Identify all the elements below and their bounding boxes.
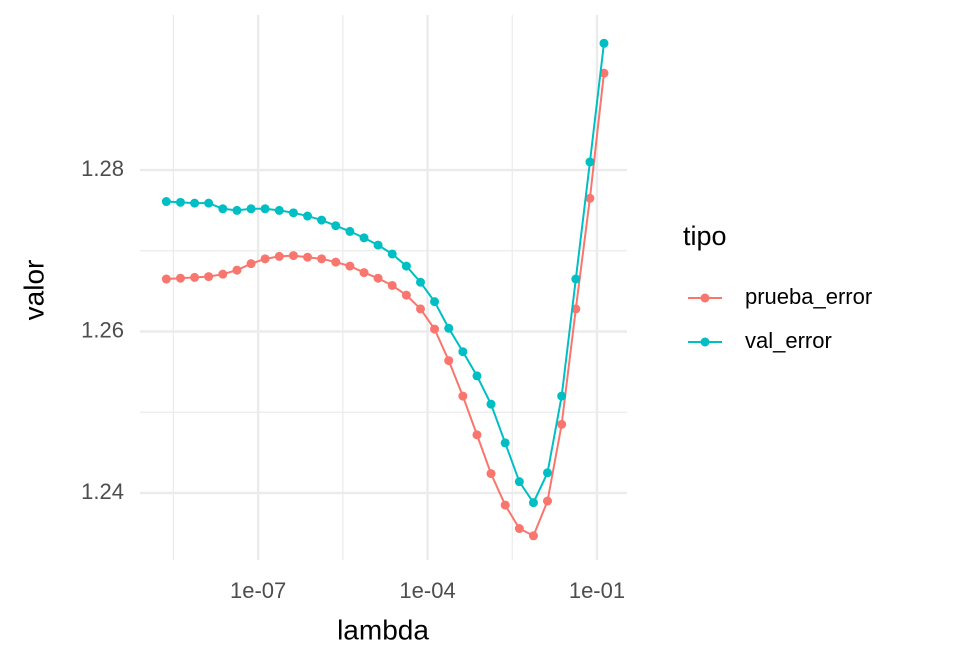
data-point — [175, 197, 185, 207]
data-point — [359, 233, 369, 243]
data-point — [528, 498, 538, 508]
data-point — [331, 221, 341, 231]
data-point — [303, 211, 313, 221]
data-point — [218, 204, 228, 214]
data-point — [571, 274, 581, 284]
data-point — [190, 198, 200, 208]
x-axis-title: lambda — [337, 614, 429, 645]
y-axis-title: valor — [18, 260, 49, 321]
data-point — [232, 205, 242, 215]
data-point — [373, 273, 383, 283]
data-point — [415, 277, 425, 287]
data-point — [571, 304, 581, 314]
data-point — [557, 391, 567, 401]
data-point — [585, 193, 595, 203]
data-point — [260, 204, 270, 214]
legend-label: prueba_error — [745, 284, 872, 309]
y-tick-label: 1.26 — [81, 317, 124, 342]
series-line — [166, 73, 605, 538]
data-point — [444, 356, 454, 366]
data-point — [599, 38, 609, 48]
series-line — [166, 43, 605, 505]
data-point — [232, 265, 242, 275]
data-point — [204, 198, 214, 208]
legend-key-point — [700, 337, 710, 347]
data-point — [500, 438, 510, 448]
data-point — [218, 269, 228, 279]
x-tick-label: 1e-01 — [569, 578, 625, 603]
data-point — [543, 496, 553, 506]
data-point — [472, 430, 482, 440]
data-point — [415, 304, 425, 314]
data-point — [486, 399, 496, 409]
data-point — [246, 204, 256, 214]
x-tick-label: 1e-04 — [399, 578, 455, 603]
data-point — [274, 251, 284, 261]
data-point — [331, 257, 341, 267]
data-point — [161, 197, 171, 207]
data-point — [161, 274, 171, 284]
data-point — [599, 68, 609, 78]
data-point — [317, 215, 327, 225]
data-point — [288, 208, 298, 218]
data-point — [274, 205, 284, 215]
data-point — [288, 251, 298, 261]
data-point — [345, 226, 355, 236]
x-tick-label: 1e-07 — [230, 578, 286, 603]
data-point — [401, 290, 411, 300]
data-point — [472, 371, 482, 381]
data-point — [359, 268, 369, 278]
data-point — [373, 240, 383, 250]
data-point — [585, 157, 595, 167]
data-point — [486, 469, 496, 479]
data-point — [430, 324, 440, 334]
data-point — [543, 468, 553, 478]
data-point — [401, 261, 411, 271]
data-point — [430, 297, 440, 307]
data-point — [458, 391, 468, 401]
data-point — [514, 477, 524, 487]
legend-key-point — [700, 293, 710, 303]
data-point — [387, 280, 397, 290]
data-point — [345, 261, 355, 271]
legend-label: val_error — [745, 328, 832, 353]
legend-title: tipo — [683, 221, 727, 251]
data-point — [175, 273, 185, 283]
data-point — [514, 524, 524, 534]
data-point — [303, 252, 313, 262]
data-point — [557, 419, 567, 429]
y-tick-label: 1.28 — [81, 156, 124, 181]
data-point — [190, 272, 200, 282]
data-point — [528, 531, 538, 541]
data-point — [246, 259, 256, 269]
data-point — [387, 249, 397, 259]
data-point — [317, 254, 327, 264]
y-tick-label: 1.24 — [81, 479, 124, 504]
data-point — [444, 323, 454, 333]
data-point — [204, 272, 214, 282]
data-point — [260, 254, 270, 264]
data-point — [458, 347, 468, 357]
data-point — [500, 500, 510, 510]
